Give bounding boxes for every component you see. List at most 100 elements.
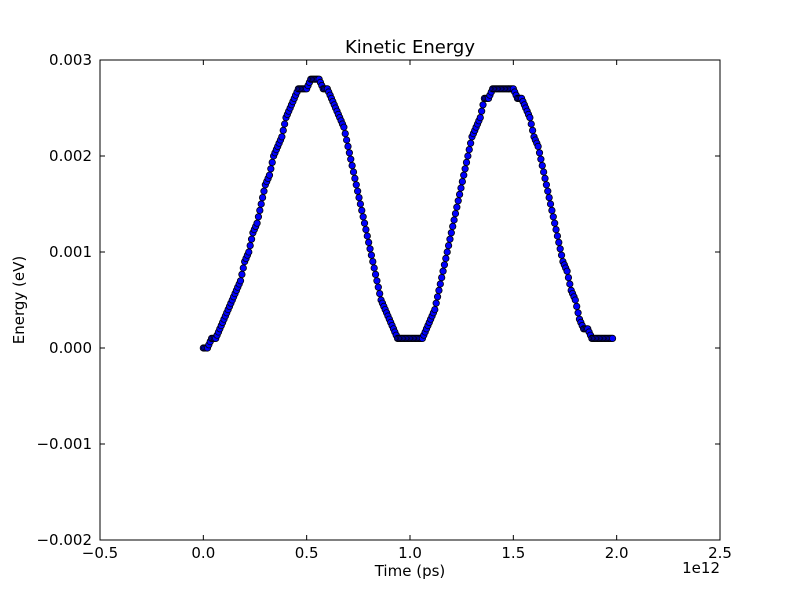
axes-background: [100, 60, 720, 540]
x-axis-label: Time (ps): [374, 562, 446, 580]
scatter-point: [356, 200, 364, 208]
scatter-point: [354, 187, 362, 195]
scatter-point: [563, 267, 571, 275]
scatter-point: [446, 235, 454, 243]
scatter-point: [447, 229, 455, 237]
x-tick-label: 0.0: [191, 544, 215, 562]
scatter-point: [467, 139, 475, 147]
scatter-point: [365, 238, 373, 246]
scatter-point: [457, 184, 465, 192]
scatter-point: [553, 232, 562, 240]
scatter-point: [566, 280, 574, 288]
scatter-point: [440, 261, 449, 269]
scatter-point: [573, 302, 581, 310]
scatter-point: [564, 273, 573, 282]
scatter-point: [253, 219, 261, 227]
scatter-point: [360, 219, 369, 227]
scatter-point: [366, 245, 374, 253]
scatter-point: [257, 200, 265, 208]
scatter-point: [254, 213, 263, 221]
x-tick-label: 2.5: [708, 544, 732, 562]
scatter-point: [341, 130, 349, 138]
scatter-point: [370, 264, 378, 272]
scatter-point: [541, 174, 549, 182]
scatter-point: [537, 155, 545, 163]
scatter-point: [454, 197, 462, 205]
scatter-point: [267, 165, 275, 173]
scatter-point: [462, 158, 471, 166]
scatter-point: [461, 165, 469, 173]
scatter-point: [281, 120, 289, 128]
scatter-point: [433, 293, 442, 301]
scatter-point: [363, 232, 371, 240]
scatter-point: [438, 273, 446, 282]
scatter-point: [538, 162, 546, 170]
y-tick-label: −0.001: [36, 435, 92, 453]
scatter-point: [546, 200, 555, 208]
y-tick-label: 0.000: [49, 339, 92, 357]
scatter-point: [435, 286, 443, 294]
y-tick-label: 0.001: [49, 243, 92, 261]
scatter-point: [279, 126, 287, 134]
scatter-point: [369, 257, 377, 266]
scatter-point: [351, 174, 359, 182]
scatter-point: [359, 213, 367, 221]
x-tick-label: 1.0: [398, 544, 422, 562]
scatter-point: [444, 242, 453, 250]
scatter-point: [479, 101, 487, 109]
scatter-point: [574, 309, 582, 317]
scatter-point: [548, 206, 556, 214]
scatter-point: [478, 107, 486, 115]
scatter-point: [526, 114, 534, 122]
scatter-point: [247, 235, 256, 243]
scatter-point: [458, 178, 466, 186]
x-axis-offset-label: 1e12: [682, 559, 720, 577]
y-axis-label: Energy (eV): [10, 256, 28, 344]
scatter-point: [557, 251, 566, 259]
scatter-point: [455, 190, 464, 198]
scatter-point: [367, 251, 376, 259]
scatter-point: [443, 248, 451, 256]
scatter-point: [436, 280, 444, 288]
scatter-point: [608, 334, 617, 342]
scatter-point: [545, 194, 553, 202]
scatter-point: [376, 289, 384, 298]
scatter-point: [246, 242, 254, 250]
scatter-point: [265, 171, 274, 179]
chart-title: Kinetic Energy: [345, 37, 475, 58]
scatter-point: [349, 168, 358, 176]
scatter-point: [362, 226, 370, 234]
x-tick-label: 0.5: [295, 544, 319, 562]
scatter-point: [465, 146, 473, 154]
plot-area: −0.5 0.0 0.5 1.0 1.5 2.0 2.5 −0.002 −0.001 0.000 0…: [36, 51, 731, 562]
scatter-point: [355, 194, 363, 202]
y-tick-label: 0.002: [49, 147, 92, 165]
scatter-point: [345, 149, 353, 157]
scatter-point: [371, 270, 380, 278]
scatter-point: [542, 181, 551, 189]
scatter-point: [236, 277, 245, 285]
scatter-point: [552, 226, 560, 234]
y-tick-label: −0.002: [36, 531, 92, 549]
scatter-point: [343, 136, 351, 144]
scatter-point: [534, 142, 542, 150]
scatter-point: [245, 248, 253, 256]
scatter-point: [439, 267, 447, 275]
scatter-points: [199, 75, 617, 352]
axis-ticks: −0.5 0.0 0.5 1.0 1.5 2.0 2.5 −0.002 −0.001 0.000 0…: [36, 51, 731, 562]
x-tick-label: 1.5: [501, 544, 525, 562]
scatter-point: [549, 213, 557, 221]
scatter-point: [450, 216, 458, 224]
scatter-point: [373, 277, 381, 285]
scatter-point: [431, 305, 439, 314]
scatter-point: [258, 194, 267, 202]
scatter-point: [260, 187, 268, 195]
scatter-point: [239, 264, 247, 272]
scatter-point: [555, 238, 563, 246]
x-tick-label: −0.5: [82, 544, 118, 562]
scatter-point: [535, 149, 544, 157]
scatter-point: [256, 206, 264, 214]
scatter-point: [238, 270, 246, 278]
scatter-point: [453, 203, 461, 211]
